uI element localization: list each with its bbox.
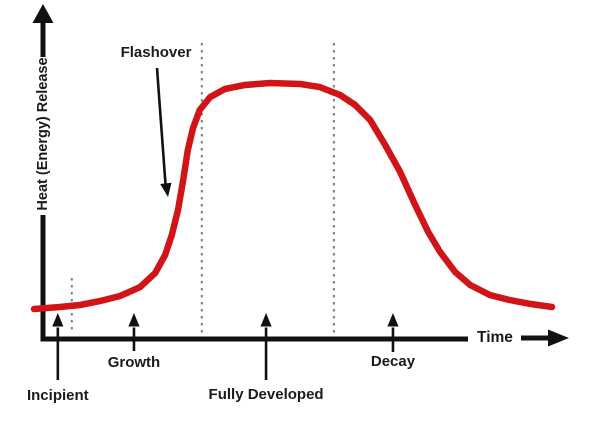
x-axis-arrowhead-icon (548, 329, 569, 347)
y-axis-label: Heat (Energy) Release (34, 57, 51, 211)
phase-arrow-incipient (52, 313, 64, 380)
phase-arrow-decay (387, 313, 399, 352)
heat-release-curve (30, 79, 556, 313)
phase-label-incipient: Incipient (26, 387, 89, 404)
phase-label-fully-developed: Fully Developed (208, 386, 324, 403)
phase-label-decay: Decay (370, 353, 416, 370)
y-axis-arrowhead-icon (32, 4, 54, 23)
flashover-arrowhead-icon (160, 182, 172, 197)
xy-axes-lines (40, 215, 468, 342)
phase-arrow-fully-developed (260, 313, 272, 380)
phase-label-growth: Growth (107, 354, 161, 371)
flashover-arrow-shaft (155, 67, 167, 185)
x-axis-label: Time (477, 329, 513, 346)
flashover-annotation-label: Flashover (120, 44, 192, 61)
phase-arrow-growth (128, 313, 140, 351)
